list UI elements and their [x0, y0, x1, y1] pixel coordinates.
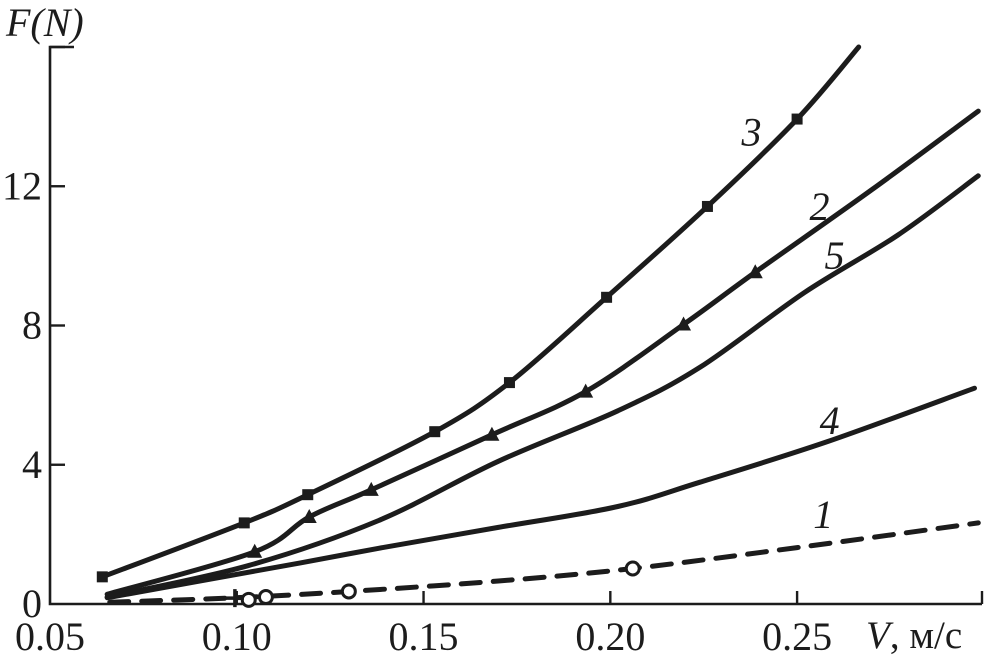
y-tick-label-8: 8 — [22, 303, 42, 348]
data-point-filled-square-curve-3 — [701, 200, 713, 212]
x-tick-label-0.25: 0.25 — [762, 614, 832, 659]
curve-label-2: 2 — [810, 184, 830, 229]
data-point-open-circle-curve-1 — [240, 591, 257, 608]
data-point-filled-square-curve-3 — [429, 426, 441, 438]
data-point-filled-triangle-curve-2 — [484, 426, 500, 441]
data-point-filled-square-curve-3 — [96, 571, 108, 583]
curve-label-5: 5 — [824, 233, 844, 278]
data-point-filled-square-curve-3 — [601, 291, 613, 303]
data-point-open-circle-curve-1 — [340, 583, 357, 600]
data-point-open-circle-curve-1 — [624, 560, 641, 577]
curve-1 — [107, 520, 981, 605]
data-point-filled-square-curve-3 — [238, 517, 250, 529]
data-point-open-circle-curve-1 — [257, 589, 274, 606]
y-tick-label-12: 12 — [2, 163, 42, 208]
x-tick-label-0.10: 0.10 — [202, 614, 272, 659]
y-tick-label-4: 4 — [22, 442, 42, 487]
x-axis-title: V, м/с — [866, 614, 962, 657]
curve-label-3: 3 — [741, 109, 762, 154]
data-point-filled-triangle-curve-2 — [247, 543, 263, 558]
data-point-filled-triangle-curve-2 — [747, 264, 763, 279]
x-tick-label-0.20: 0.20 — [575, 614, 645, 659]
data-point-filled-triangle-curve-2 — [363, 481, 379, 496]
curve-label-4: 4 — [820, 398, 840, 443]
x-tick-label-0.15: 0.15 — [389, 614, 459, 659]
curve-label-1: 1 — [813, 492, 833, 537]
curve-4 — [104, 385, 977, 601]
data-point-filled-triangle-curve-2 — [676, 316, 692, 331]
data-point-plus-curve-1 — [225, 589, 244, 608]
x-tick-label-0.05: 0.05 — [15, 614, 85, 659]
data-point-filled-square-curve-3 — [503, 377, 515, 389]
data-point-filled-square-curve-3 — [791, 113, 803, 125]
curve-5 — [104, 173, 981, 600]
curve-2 — [104, 108, 981, 597]
axes-frame — [48, 45, 982, 606]
y-axis-title: F(N) — [5, 0, 84, 45]
data-point-filled-triangle-curve-2 — [301, 508, 317, 523]
data-point-filled-triangle-curve-2 — [578, 383, 594, 398]
data-point-filled-square-curve-3 — [302, 489, 314, 501]
y-tick-label-0: 0 — [22, 581, 42, 626]
